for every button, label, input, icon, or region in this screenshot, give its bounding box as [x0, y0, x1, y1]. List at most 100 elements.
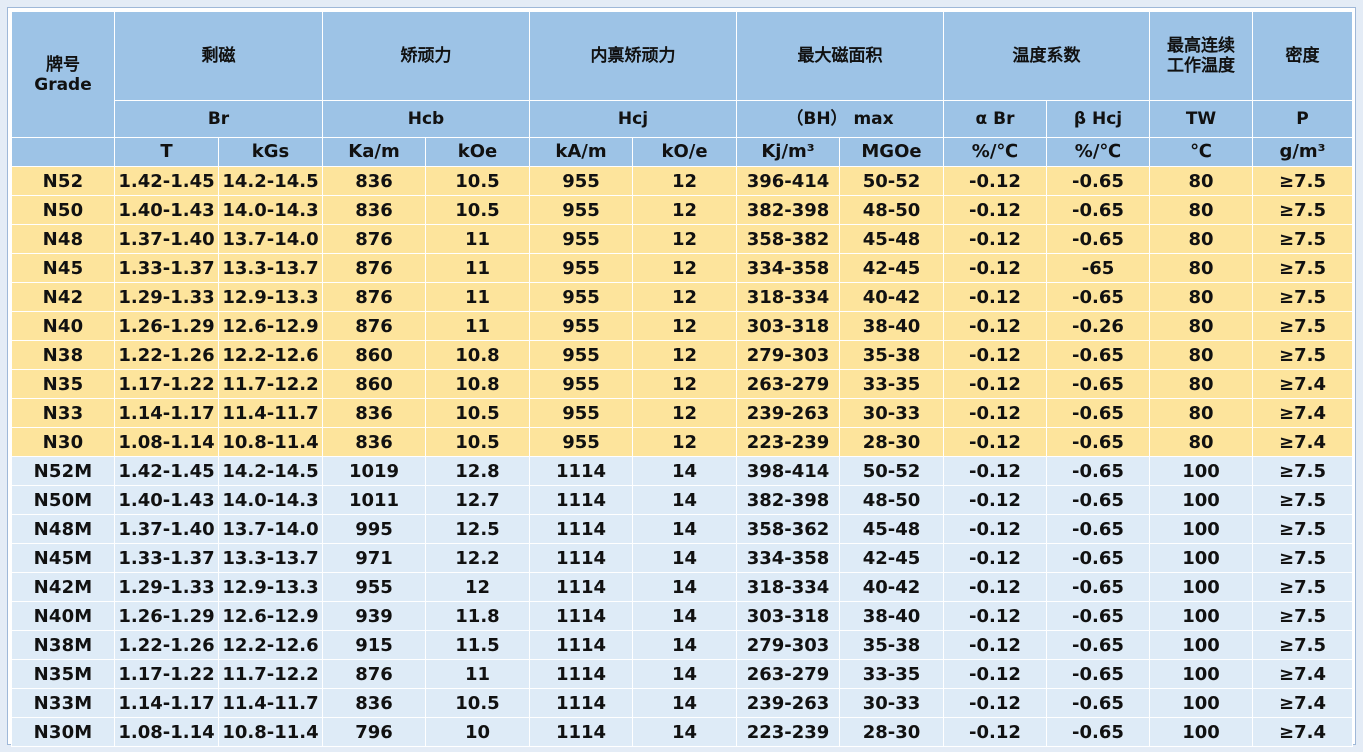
hcb-kam-cell: 876	[322, 311, 426, 341]
unit-header: g/m³	[1252, 137, 1353, 167]
grade-cell: N33M	[11, 688, 115, 718]
hcj-koe-cell: 12	[632, 224, 737, 254]
table-row: N48M 1.37-1.40 13.7-14.0 995 12.5 1114 14 358-3…	[11, 514, 1353, 544]
hcj-kam-cell: 1114	[529, 659, 633, 689]
br-group-header: 剩磁	[114, 11, 323, 101]
magnet-grade-table: 牌号 Grade 剩磁 矫顽力 内禀矫顽力 最大磁面积 温度系数 最高连续 工作…	[11, 11, 1353, 747]
hcb-koe-cell: 11.5	[425, 630, 530, 660]
hcb-koe-cell: 12.5	[425, 514, 530, 544]
bhmax-kjm3-cell: 263-279	[736, 659, 840, 689]
alpha-br-cell: -0.12	[943, 630, 1047, 660]
alpha-br-cell: -0.12	[943, 514, 1047, 544]
br-symbol-header: Br	[114, 100, 323, 138]
temp-coef-group-header: 温度系数	[943, 11, 1150, 101]
hcb-kam-cell: 1019	[322, 456, 426, 486]
br-t-cell: 1.08-1.14	[114, 427, 219, 457]
bhmax-mgoe-cell: 48-50	[839, 195, 944, 225]
br-kgs-cell: 12.6-12.9	[218, 601, 323, 631]
density-cell: ≥7.5	[1252, 572, 1353, 602]
unit-header: kA/m	[529, 137, 633, 167]
density-cell: ≥7.4	[1252, 688, 1353, 718]
hcj-kam-cell: 955	[529, 398, 633, 428]
alpha-br-cell: -0.12	[943, 717, 1047, 747]
hcb-kam-cell: 1011	[322, 485, 426, 515]
bhmax-mgoe-cell: 33-35	[839, 659, 944, 689]
bhmax-kjm3-cell: 398-414	[736, 456, 840, 486]
bhmax-mgoe-cell: 35-38	[839, 340, 944, 370]
density-cell: ≥7.4	[1252, 398, 1353, 428]
alpha-br-cell: -0.12	[943, 601, 1047, 631]
unit-header: %/℃	[943, 137, 1047, 167]
alpha-br-cell: -0.12	[943, 659, 1047, 689]
p-symbol-header: P	[1252, 100, 1353, 138]
unit-header: MGOe	[839, 137, 944, 167]
hcj-koe-cell: 12	[632, 166, 737, 196]
hcb-koe-cell: 11	[425, 224, 530, 254]
hcj-koe-cell: 14	[632, 572, 737, 602]
beta-hcj-cell: -0.65	[1046, 601, 1150, 631]
bhmax-mgoe-cell: 42-45	[839, 253, 944, 283]
beta-hcj-cell: -0.26	[1046, 311, 1150, 341]
hcj-kam-cell: 1114	[529, 601, 633, 631]
bhmax-mgoe-cell: 30-33	[839, 398, 944, 428]
hcb-koe-cell: 10.8	[425, 340, 530, 370]
br-kgs-cell: 11.7-12.2	[218, 659, 323, 689]
hcj-kam-cell: 1114	[529, 514, 633, 544]
alpha-br-cell: -0.12	[943, 543, 1047, 573]
density-cell: ≥7.4	[1252, 427, 1353, 457]
hcj-koe-cell: 14	[632, 543, 737, 573]
grade-cell: N35	[11, 369, 115, 399]
grade-cell: N48	[11, 224, 115, 254]
bhmax-mgoe-cell: 42-45	[839, 543, 944, 573]
alpha-br-cell: -0.12	[943, 340, 1047, 370]
hcb-koe-cell: 12.2	[425, 543, 530, 573]
hcj-koe-cell: 14	[632, 485, 737, 515]
bhmax-mgoe-cell: 48-50	[839, 485, 944, 515]
hcb-koe-cell: 10.5	[425, 166, 530, 196]
hcb-koe-cell: 10.8	[425, 369, 530, 399]
tw-cell: 100	[1149, 630, 1253, 660]
br-kgs-cell: 12.6-12.9	[218, 311, 323, 341]
bhmax-mgoe-cell: 40-42	[839, 572, 944, 602]
grade-header-en: Grade	[34, 74, 92, 95]
hcj-kam-cell: 955	[529, 340, 633, 370]
density-cell: ≥7.5	[1252, 282, 1353, 312]
hcj-kam-cell: 1114	[529, 485, 633, 515]
bhmax-kjm3-cell: 396-414	[736, 166, 840, 196]
grade-cell: N42M	[11, 572, 115, 602]
bhmax-mgoe-cell: 28-30	[839, 717, 944, 747]
hcj-symbol-header: Hcj	[529, 100, 737, 138]
hcb-koe-cell: 11	[425, 282, 530, 312]
tw-cell: 100	[1149, 514, 1253, 544]
br-t-cell: 1.33-1.37	[114, 253, 219, 283]
hcj-kam-cell: 955	[529, 282, 633, 312]
hcb-koe-cell: 11.8	[425, 601, 530, 631]
hcj-koe-cell: 14	[632, 601, 737, 631]
beta-hcj-cell: -0.65	[1046, 659, 1150, 689]
beta-hcj-cell: -0.65	[1046, 398, 1150, 428]
bhmax-mgoe-cell: 30-33	[839, 688, 944, 718]
bhmax-kjm3-cell: 279-303	[736, 630, 840, 660]
br-t-cell: 1.26-1.29	[114, 311, 219, 341]
alpha-br-cell: -0.12	[943, 398, 1047, 428]
table-row: N35 1.17-1.22 11.7-12.2 860 10.8 955 12 263-279…	[11, 369, 1353, 399]
hcj-kam-cell: 1114	[529, 572, 633, 602]
br-kgs-cell: 13.3-13.7	[218, 253, 323, 283]
tw-cell: 100	[1149, 485, 1253, 515]
br-t-cell: 1.17-1.22	[114, 659, 219, 689]
unit-header: Ka/m	[322, 137, 426, 167]
hcb-kam-cell: 860	[322, 340, 426, 370]
bhmax-kjm3-cell: 334-358	[736, 543, 840, 573]
hcb-koe-cell: 11	[425, 659, 530, 689]
tw-cell: 80	[1149, 311, 1253, 341]
hcb-kam-cell: 836	[322, 398, 426, 428]
br-t-cell: 1.22-1.26	[114, 630, 219, 660]
density-cell: ≥7.5	[1252, 311, 1353, 341]
density-cell: ≥7.5	[1252, 485, 1353, 515]
bhmax-kjm3-cell: 223-239	[736, 427, 840, 457]
br-kgs-cell: 11.4-11.7	[218, 688, 323, 718]
table-row: N33 1.14-1.17 11.4-11.7 836 10.5 955 12 239-263…	[11, 398, 1353, 428]
alpha-br-symbol-header: α Br	[943, 100, 1047, 138]
hcj-kam-cell: 955	[529, 224, 633, 254]
tw-cell: 80	[1149, 340, 1253, 370]
